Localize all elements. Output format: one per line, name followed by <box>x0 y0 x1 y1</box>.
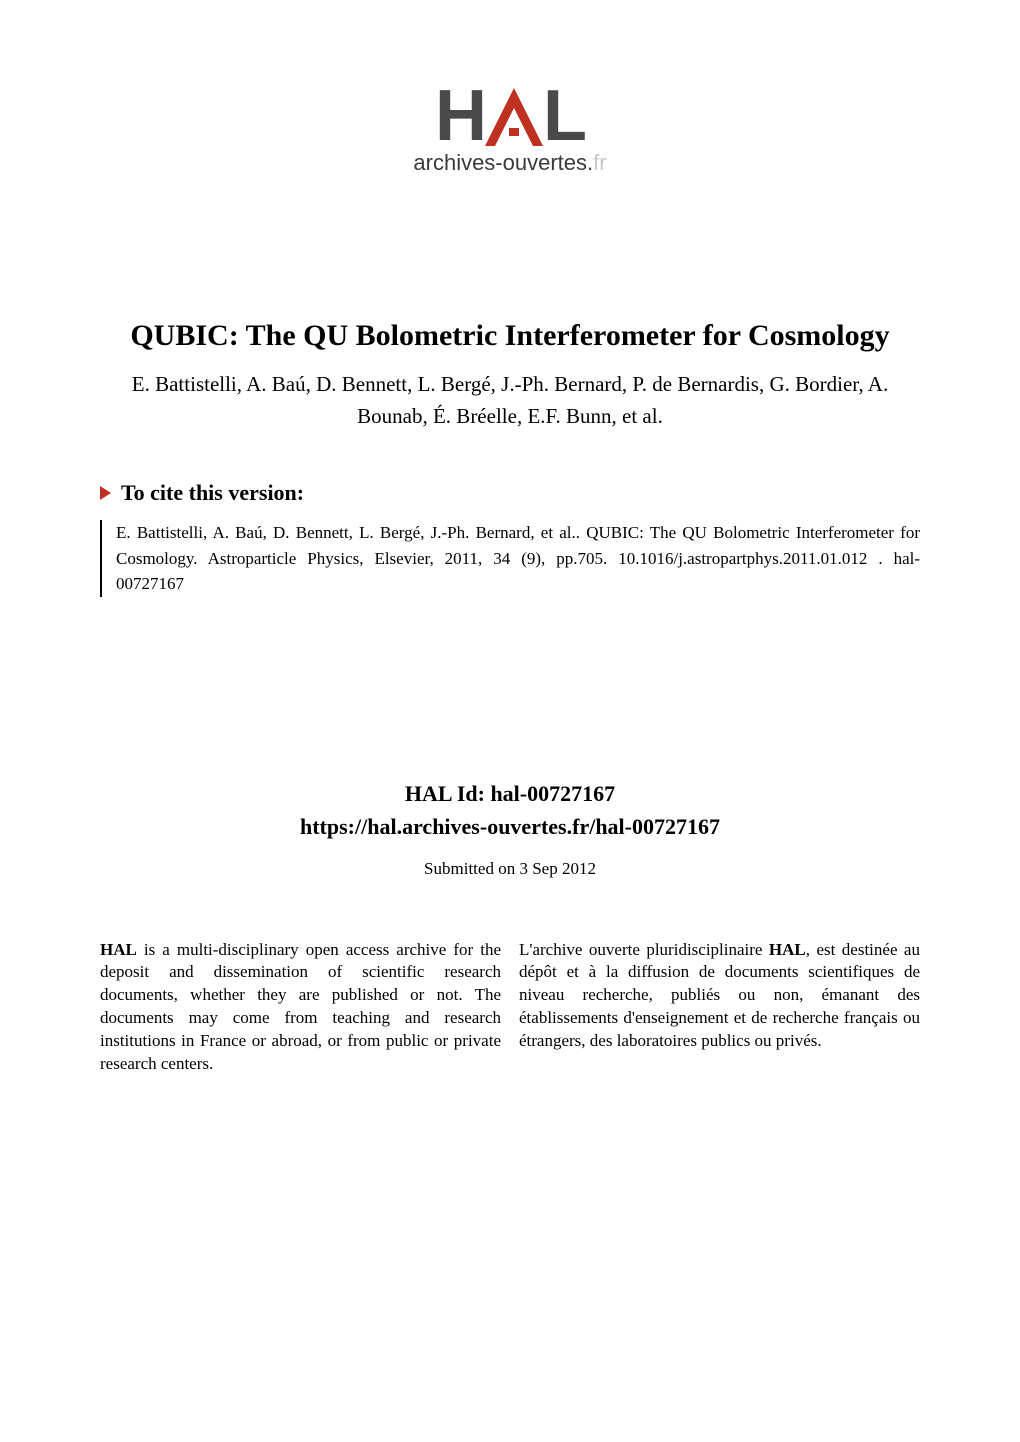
desc-en-prefix: HAL <box>100 940 137 959</box>
description-french: L'archive ouverte pluridisciplinaire HAL… <box>519 939 920 1077</box>
logo-text-row: HL <box>413 80 606 152</box>
desc-fr-bold: HAL <box>769 940 806 959</box>
hal-logo: HL archives-ouvertes.fr <box>413 80 606 176</box>
logo-text-l: L <box>543 76 585 156</box>
cite-section: To cite this version: E. Battistelli, A.… <box>100 480 920 597</box>
description-english: HAL is a multi-disciplinary open access … <box>100 939 501 1077</box>
logo-text-h: H <box>435 76 485 156</box>
hal-id-section: HAL Id: hal-00727167 https://hal.archive… <box>100 777 920 843</box>
logo-container: HL archives-ouvertes.fr <box>100 80 920 176</box>
logo-url-main: archives-ouvertes. <box>413 150 593 175</box>
authors-list: E. Battistelli, A. Baú, D. Bennett, L. B… <box>100 369 920 432</box>
triangle-icon <box>100 486 111 500</box>
logo-accent-icon <box>485 88 543 146</box>
desc-en-body: is a multi-disciplinary open access arch… <box>100 940 501 1074</box>
logo-url: archives-ouvertes.fr <box>413 150 606 176</box>
logo-url-suffix: fr <box>593 150 606 175</box>
submitted-date: Submitted on 3 Sep 2012 <box>100 859 920 879</box>
hal-id: HAL Id: hal-00727167 <box>100 777 920 810</box>
hal-url: https://hal.archives-ouvertes.fr/hal-007… <box>100 810 920 843</box>
description-row: HAL is a multi-disciplinary open access … <box>100 939 920 1077</box>
cite-heading-text: To cite this version: <box>121 480 304 506</box>
cite-heading: To cite this version: <box>100 480 920 506</box>
citation-text: E. Battistelli, A. Baú, D. Bennett, L. B… <box>100 520 920 597</box>
desc-fr-prefix: L'archive ouverte pluridisciplinaire <box>519 940 769 959</box>
paper-title: QUBIC: The QU Bolometric Interferometer … <box>100 316 920 355</box>
